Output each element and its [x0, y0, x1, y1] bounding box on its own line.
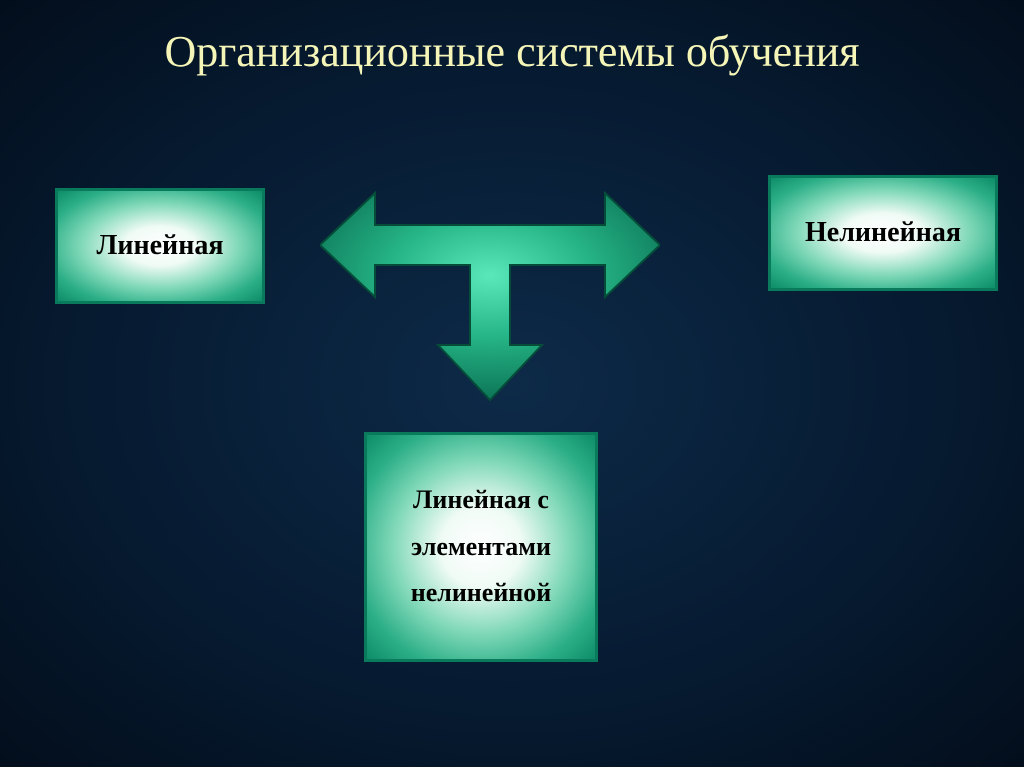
- box-linear: Линейная: [55, 188, 265, 304]
- slide-title: Организационные системы обучения: [0, 24, 1024, 79]
- arrow-icon: [320, 175, 660, 405]
- box-nonlinear: Нелинейная: [768, 175, 998, 291]
- box-mixed: Линейная с элементами нелинейной: [364, 432, 598, 662]
- box-nonlinear-label: Нелинейная: [805, 217, 961, 249]
- three-way-arrow: [320, 175, 660, 405]
- box-mixed-label: Линейная с элементами нелинейной: [375, 477, 587, 617]
- box-linear-label: Линейная: [97, 230, 224, 262]
